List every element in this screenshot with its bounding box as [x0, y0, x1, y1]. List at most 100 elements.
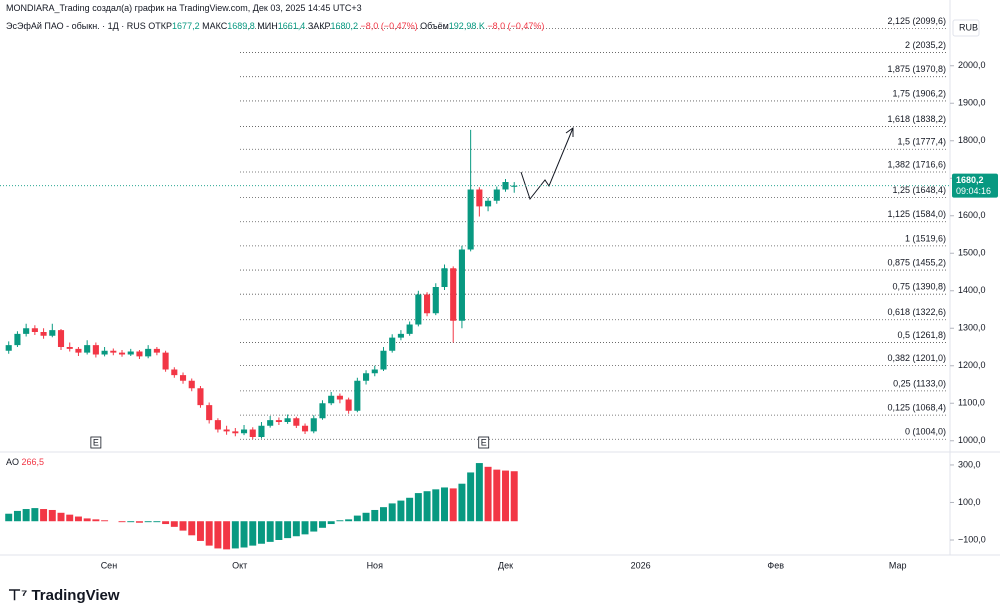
candle-body	[502, 182, 509, 190]
candle-body	[240, 429, 248, 434]
ao-bar	[170, 521, 178, 527]
x-tick-label: Окт	[232, 560, 247, 570]
open: 1677,2	[172, 21, 200, 31]
high: 1689,8	[227, 21, 255, 31]
ao-bar	[475, 463, 483, 522]
candle-body	[127, 351, 134, 355]
candle-body	[197, 388, 204, 406]
fib-label: 0 (1004,0)	[905, 427, 946, 437]
candle-body	[66, 347, 73, 349]
y-tick-label: 1500,0	[958, 248, 986, 258]
fib-label: 1,75 (1906,2)	[892, 88, 946, 98]
high-label: МАКС	[202, 21, 228, 31]
fib-label: 1,5 (1777,4)	[897, 137, 946, 147]
brand-name: TradingView	[31, 587, 120, 604]
ao-bar	[162, 521, 170, 525]
fib-label: 0,382 (1201,0)	[887, 353, 946, 363]
open-label: ОТКР	[148, 21, 173, 31]
candle-body	[380, 350, 387, 370]
currency-box	[952, 19, 980, 37]
event-label: E	[481, 437, 487, 447]
ao-bar	[13, 510, 21, 522]
candle-body	[171, 369, 178, 376]
currency: RUB	[959, 22, 978, 32]
candle-body	[145, 348, 152, 357]
fib-label: 0,125 (1068,4)	[887, 402, 946, 412]
candle-body	[84, 345, 91, 353]
arrow-head	[565, 127, 574, 137]
candle-body	[371, 369, 378, 374]
candle-body	[301, 425, 309, 432]
low: 1661,4	[277, 21, 306, 31]
candle-body	[345, 399, 352, 411]
ao-bar	[40, 509, 48, 522]
ao-bar	[458, 483, 466, 522]
ao-bar	[414, 493, 422, 522]
candle-body	[14, 333, 21, 346]
ao-bar	[292, 521, 300, 537]
ao-bar	[57, 512, 65, 522]
ao-bar	[231, 521, 239, 549]
candle-body	[441, 268, 448, 287]
candle-body	[267, 420, 274, 426]
ao-bar	[31, 508, 39, 522]
ao-bar	[135, 521, 143, 523]
y-tick-label: 1600,0	[958, 210, 986, 220]
candle-body	[110, 350, 117, 353]
candle-body	[406, 324, 413, 334]
ao-bar	[127, 521, 135, 523]
candle-body	[162, 352, 169, 370]
ao-bar	[275, 521, 283, 540]
volume-change: −8,0 (−0,47%)	[487, 21, 545, 31]
last-price-box	[952, 173, 998, 198]
ao-bar	[48, 509, 56, 522]
ao-tick-label: 300,0	[958, 459, 981, 469]
fib-label: 1,875 (1970,8)	[887, 64, 946, 74]
fib-label: 0,5 (1261,8)	[897, 330, 946, 340]
y-tick-label: 1000,0	[958, 435, 986, 445]
candle-body	[336, 395, 343, 400]
candle-body	[397, 333, 404, 338]
ao-bar	[388, 503, 396, 522]
x-tick-label: Сен	[101, 560, 118, 570]
ao-bar	[380, 507, 387, 522]
x-tick-label: 2026	[631, 560, 651, 570]
ao-tick-label: 100,0	[958, 497, 981, 507]
candle-body	[31, 328, 38, 332]
ao-tick-label: −100,0	[958, 534, 986, 544]
candle-body	[101, 350, 108, 355]
ao-bar	[345, 519, 353, 522]
candle-body	[75, 348, 82, 353]
ao-bar	[397, 500, 405, 522]
candle-body	[206, 405, 213, 421]
fib-label: 1,382 (1716,6)	[887, 159, 946, 169]
brand: ⊤⁷ TradingView	[8, 587, 120, 604]
candle-body	[153, 348, 160, 353]
candle-body	[293, 418, 300, 426]
ao-bar	[83, 518, 91, 522]
candle-body	[258, 425, 265, 437]
ao-bar	[188, 521, 196, 536]
ao-bar	[92, 519, 100, 522]
candle-body	[415, 294, 422, 325]
candle-body	[5, 345, 12, 351]
ao-bar	[249, 521, 257, 546]
ao-bar	[144, 521, 152, 523]
fib-label: 0,875 (1455,2)	[887, 257, 946, 267]
fib-label: 0,618 (1322,6)	[887, 307, 946, 317]
event-label: E	[93, 437, 99, 447]
candle-body	[467, 189, 474, 250]
ao-bar	[223, 521, 231, 550]
candle-body	[354, 380, 361, 411]
legend: ЭсЭфАй ПАО - обыкн. · 1Д · RUS ОТКР1677,…	[6, 21, 544, 31]
fib-label: 2,125 (2099,6)	[887, 16, 946, 26]
candle-body	[188, 380, 195, 389]
ao-bar	[362, 512, 370, 522]
ao-bar	[101, 520, 109, 522]
ao-bar	[301, 521, 309, 535]
ao-bar	[423, 491, 431, 522]
candle-body	[223, 429, 230, 432]
ao-bar	[502, 470, 509, 522]
